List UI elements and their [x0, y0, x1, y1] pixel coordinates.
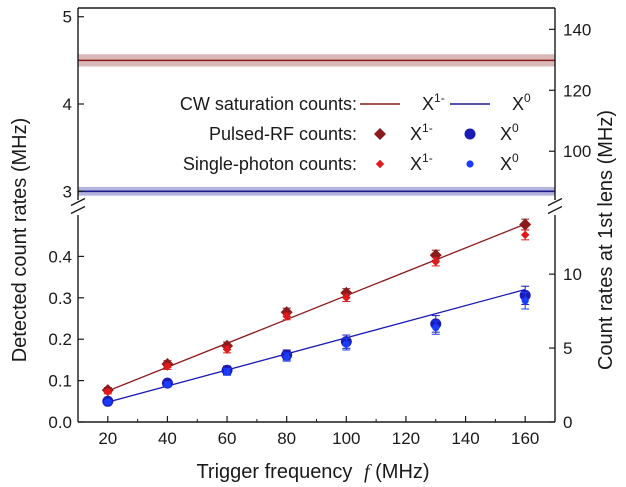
data-point-s3-p0 [104, 398, 112, 406]
legend-entry-superscript-2-1: 0 [512, 151, 519, 165]
y-left-bottom-tick-label-1: 0.1 [48, 372, 72, 391]
data-point-s1-p1 [163, 362, 172, 371]
legend-entry-superscript-1-1: 0 [512, 121, 519, 135]
legend-entry-superscript-2-0: 1- [422, 151, 433, 165]
y-axis-right-title: Count rates at 1st lens (MHz) [595, 110, 617, 370]
legend-marker-2-1 [466, 160, 474, 168]
y-right-top-tick-label-1: 120 [563, 81, 591, 100]
legend-entry-superscript-0-0: 1- [434, 91, 445, 105]
y-right-bottom-tick-label-1: 5 [563, 339, 572, 358]
legend-entry-text-1-0: X1- [410, 121, 433, 144]
legend-marker-1-0 [374, 128, 386, 140]
y-left-top-tick-label-2: 5 [63, 8, 72, 27]
data-point-s1-p5 [431, 257, 440, 266]
x-axis-title-text: Trigger frequency [196, 461, 352, 483]
x-axis-title-unit: (MHz) [375, 461, 429, 483]
axis-break-mark-lower-1 [547, 205, 563, 215]
data-point-s3-p2 [223, 368, 231, 376]
legend-entry-text-0-0: X1- [422, 91, 445, 114]
axis-break-mark-upper-0 [70, 197, 86, 207]
legend-row-label-0: CW saturation counts: [180, 94, 357, 114]
x-tick-label-0: 20 [98, 429, 117, 448]
data-point-s3-p6 [521, 297, 529, 305]
y-left-top-tick-label-1: 4 [63, 95, 72, 114]
axis-break-mark-upper-1 [547, 197, 563, 207]
y-left-bottom-tick-label-2: 0.2 [48, 330, 72, 349]
y-right-bottom-tick-label-0: 0 [563, 413, 572, 432]
legend-row-label-1: Pulsed-RF counts: [209, 124, 357, 144]
legend-entry-text-1-1: X0 [500, 121, 519, 144]
data-point-s1-p6 [520, 230, 530, 240]
x-tick-label-7: 160 [511, 429, 539, 448]
legend-entry-text-2-1: X0 [500, 151, 519, 174]
legend-row-label-2: Single-photon counts: [183, 154, 357, 174]
axis-break-mark-lower-0 [70, 205, 86, 215]
data-point-s3-p4 [342, 340, 350, 348]
legend-entry-superscript-1-0: 1- [422, 121, 433, 135]
data-point-s1-p3 [282, 312, 291, 321]
x-axis-title-symbol: f [364, 461, 372, 483]
x-tick-label-5: 120 [392, 429, 420, 448]
y-right-bottom-tick-label-2: 10 [563, 265, 582, 284]
data-point-s1-p2 [222, 345, 232, 354]
data-point-s1-p4 [342, 293, 351, 302]
bottom-panel [101, 218, 532, 407]
x-tick-label-6: 140 [451, 429, 479, 448]
legend-entry-text-0-1: X0 [512, 91, 531, 114]
x-tick-label-4: 100 [332, 429, 360, 448]
legend-marker-2-0 [375, 159, 385, 169]
data-point-s0-p5 [429, 249, 442, 262]
x-tick-label-3: 80 [277, 429, 296, 448]
data-point-s1-p0 [103, 387, 113, 396]
x-axis-title: Trigger frequency f (MHz) [196, 461, 429, 483]
x-tick-label-2: 60 [218, 429, 237, 448]
data-point-s3-p1 [163, 380, 172, 388]
data-point-s3-p3 [283, 353, 291, 361]
top-panel [78, 54, 555, 196]
legend-entry-superscript-0-1: 0 [524, 91, 531, 105]
x-tick-label-1: 40 [158, 429, 177, 448]
y-left-top-tick-label-0: 3 [63, 182, 72, 201]
y-axis-left-title: Detected count rates (MHz) [9, 118, 31, 363]
data-point-s0-p4 [340, 286, 353, 299]
legend-entry-text-2-0: X1- [410, 151, 433, 174]
y-right-top-tick-label-2: 140 [563, 20, 591, 39]
fit-line-0 [107, 223, 526, 392]
axes-layer: 20 40 60 80 100 120 140 1600.00.10.20.30.405103… [48, 7, 591, 448]
legend: CW saturation counts: X1- X0 Pulsed-RF coun… [180, 91, 531, 174]
legend-marker-1-1 [464, 128, 476, 140]
data-point-s0-p6 [519, 218, 532, 231]
y-left-bottom-tick-label-0: 0.0 [48, 413, 72, 432]
fit-line-1 [107, 288, 526, 403]
y-left-bottom-tick-label-3: 0.3 [48, 289, 72, 308]
data-point-s3-p5 [432, 324, 440, 332]
y-right-top-tick-label-0: 100 [563, 142, 591, 161]
y-left-bottom-tick-label-4: 0.4 [48, 247, 72, 266]
